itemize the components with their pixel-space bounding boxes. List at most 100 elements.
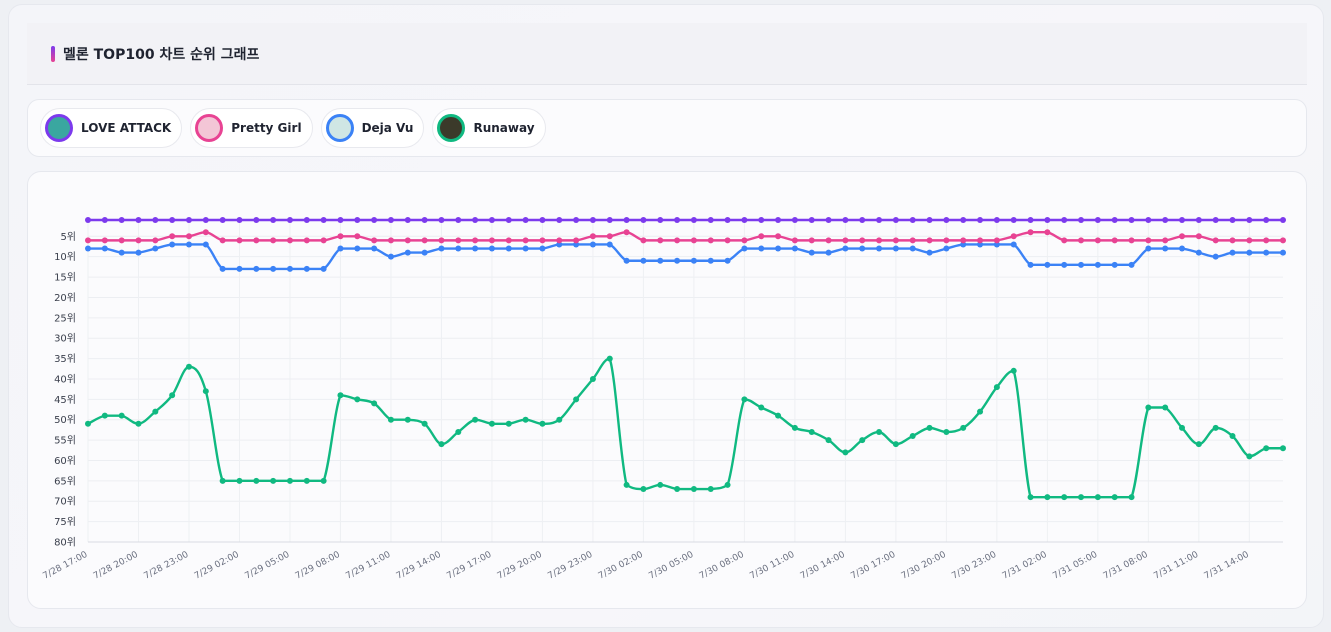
data-point-deja-vu[interactable] bbox=[1111, 261, 1118, 268]
data-point-pretty-girl[interactable] bbox=[1044, 229, 1051, 236]
data-point-runaway[interactable] bbox=[488, 420, 495, 427]
data-point-love-attack[interactable] bbox=[741, 217, 748, 223]
data-point-pretty-girl[interactable] bbox=[876, 237, 883, 244]
data-point-love-attack[interactable] bbox=[1010, 217, 1017, 223]
data-point-deja-vu[interactable] bbox=[657, 257, 664, 264]
data-point-love-attack[interactable] bbox=[1246, 217, 1253, 223]
data-point-runaway[interactable] bbox=[135, 420, 142, 427]
data-point-pretty-girl[interactable] bbox=[135, 237, 142, 244]
data-point-love-attack[interactable] bbox=[135, 217, 142, 223]
data-point-runaway[interactable] bbox=[404, 416, 411, 423]
data-point-pretty-girl[interactable] bbox=[926, 237, 933, 244]
data-point-pretty-girl[interactable] bbox=[404, 237, 411, 244]
data-point-deja-vu[interactable] bbox=[775, 245, 782, 252]
data-point-deja-vu[interactable] bbox=[85, 245, 91, 252]
data-point-runaway[interactable] bbox=[825, 437, 832, 444]
data-point-deja-vu[interactable] bbox=[842, 245, 849, 252]
data-point-deja-vu[interactable] bbox=[623, 257, 630, 264]
data-point-pretty-girl[interactable] bbox=[1078, 237, 1085, 244]
data-point-pretty-girl[interactable] bbox=[674, 237, 681, 244]
data-point-runaway[interactable] bbox=[438, 441, 445, 448]
data-point-pretty-girl[interactable] bbox=[337, 233, 344, 240]
data-point-deja-vu[interactable] bbox=[876, 245, 883, 252]
data-point-pretty-girl[interactable] bbox=[842, 237, 849, 244]
data-point-pretty-girl[interactable] bbox=[101, 237, 108, 244]
data-point-deja-vu[interactable] bbox=[438, 245, 445, 252]
data-point-love-attack[interactable] bbox=[1280, 217, 1286, 223]
data-point-runaway[interactable] bbox=[775, 412, 782, 419]
data-point-runaway[interactable] bbox=[741, 396, 748, 403]
data-point-pretty-girl[interactable] bbox=[202, 229, 209, 236]
data-point-love-attack[interactable] bbox=[303, 217, 310, 223]
data-point-pretty-girl[interactable] bbox=[1027, 229, 1034, 236]
data-point-pretty-girl[interactable] bbox=[707, 237, 714, 244]
data-point-pretty-girl[interactable] bbox=[118, 237, 125, 244]
data-point-love-attack[interactable] bbox=[320, 217, 327, 223]
data-point-runaway[interactable] bbox=[354, 396, 361, 403]
data-point-runaway[interactable] bbox=[472, 416, 479, 423]
data-point-love-attack[interactable] bbox=[270, 217, 277, 223]
data-point-deja-vu[interactable] bbox=[724, 257, 731, 264]
data-point-deja-vu[interactable] bbox=[741, 245, 748, 252]
data-point-runaway[interactable] bbox=[842, 449, 849, 456]
data-point-love-attack[interactable] bbox=[505, 217, 512, 223]
data-point-love-attack[interactable] bbox=[825, 217, 832, 223]
data-point-runaway[interactable] bbox=[253, 477, 260, 484]
data-point-pretty-girl[interactable] bbox=[1094, 237, 1101, 244]
legend-chip-runaway[interactable]: Runaway bbox=[432, 108, 546, 148]
data-point-love-attack[interactable] bbox=[219, 217, 226, 223]
data-point-deja-vu[interactable] bbox=[421, 249, 428, 256]
data-point-love-attack[interactable] bbox=[791, 217, 798, 223]
data-point-pretty-girl[interactable] bbox=[606, 233, 613, 240]
data-point-deja-vu[interactable] bbox=[892, 245, 899, 252]
data-point-love-attack[interactable] bbox=[1078, 217, 1085, 223]
data-point-pretty-girl[interactable] bbox=[1145, 237, 1152, 244]
data-point-runaway[interactable] bbox=[556, 416, 563, 423]
data-point-love-attack[interactable] bbox=[993, 217, 1000, 223]
data-point-pretty-girl[interactable] bbox=[573, 237, 580, 244]
data-point-runaway[interactable] bbox=[101, 412, 108, 419]
data-point-deja-vu[interactable] bbox=[270, 265, 277, 272]
data-point-runaway[interactable] bbox=[421, 420, 428, 427]
data-point-runaway[interactable] bbox=[1263, 445, 1270, 452]
data-point-love-attack[interactable] bbox=[152, 217, 159, 223]
data-point-love-attack[interactable] bbox=[876, 217, 883, 223]
data-point-love-attack[interactable] bbox=[859, 217, 866, 223]
data-point-runaway[interactable] bbox=[371, 400, 378, 407]
data-point-runaway[interactable] bbox=[758, 404, 765, 411]
data-point-deja-vu[interactable] bbox=[1128, 261, 1135, 268]
data-point-pretty-girl[interactable] bbox=[421, 237, 428, 244]
data-point-love-attack[interactable] bbox=[589, 217, 596, 223]
data-point-runaway[interactable] bbox=[1094, 494, 1101, 501]
data-point-pretty-girl[interactable] bbox=[219, 237, 226, 244]
data-point-runaway[interactable] bbox=[1280, 445, 1286, 452]
data-point-pretty-girl[interactable] bbox=[320, 237, 327, 244]
data-point-love-attack[interactable] bbox=[1111, 217, 1118, 223]
data-point-deja-vu[interactable] bbox=[606, 241, 613, 248]
data-point-runaway[interactable] bbox=[202, 388, 209, 395]
data-point-love-attack[interactable] bbox=[1044, 217, 1051, 223]
data-point-love-attack[interactable] bbox=[236, 217, 243, 223]
data-point-deja-vu[interactable] bbox=[303, 265, 310, 272]
data-point-pretty-girl[interactable] bbox=[286, 237, 293, 244]
data-point-love-attack[interactable] bbox=[404, 217, 411, 223]
data-point-love-attack[interactable] bbox=[455, 217, 462, 223]
data-point-pretty-girl[interactable] bbox=[1010, 233, 1017, 240]
data-point-pretty-girl[interactable] bbox=[909, 237, 916, 244]
data-point-pretty-girl[interactable] bbox=[775, 233, 782, 240]
data-point-pretty-girl[interactable] bbox=[859, 237, 866, 244]
data-point-pretty-girl[interactable] bbox=[960, 237, 967, 244]
data-point-deja-vu[interactable] bbox=[354, 245, 361, 252]
data-point-love-attack[interactable] bbox=[1229, 217, 1236, 223]
data-point-runaway[interactable] bbox=[1179, 424, 1186, 431]
data-point-deja-vu[interactable] bbox=[640, 257, 647, 264]
data-point-runaway[interactable] bbox=[1145, 404, 1152, 411]
data-point-pretty-girl[interactable] bbox=[1128, 237, 1135, 244]
data-point-deja-vu[interactable] bbox=[472, 245, 479, 252]
data-point-pretty-girl[interactable] bbox=[1179, 233, 1186, 240]
data-point-runaway[interactable] bbox=[1246, 453, 1253, 460]
data-point-pretty-girl[interactable] bbox=[387, 237, 394, 244]
data-point-love-attack[interactable] bbox=[842, 217, 849, 223]
data-point-pretty-girl[interactable] bbox=[1212, 237, 1219, 244]
data-point-deja-vu[interactable] bbox=[1229, 249, 1236, 256]
